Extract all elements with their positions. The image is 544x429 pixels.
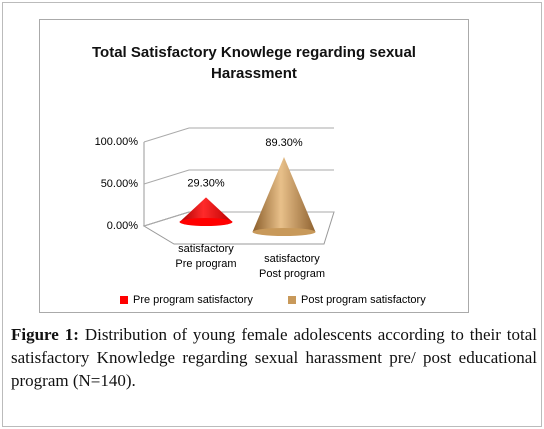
chart-area: 0.00% 50.00% 100.00% 29.30% 89.30% Pre progra… <box>39 19 469 313</box>
cone <box>252 156 316 232</box>
grid-line <box>143 127 334 143</box>
legend-label: Pre program satisfactory <box>133 294 253 306</box>
value-label: 89.30% <box>265 137 303 149</box>
x-tick-label: satisfactory Pre program <box>175 243 237 270</box>
caption-text: Distribution of young female adolescents… <box>11 325 538 390</box>
caption-label: Figure 1: <box>11 325 79 344</box>
legend-swatch <box>120 296 128 304</box>
legend-label: Post program satisfactory <box>301 294 426 306</box>
y-tick-label: 50.00% <box>101 178 139 190</box>
cone-base <box>179 218 233 226</box>
cone <box>179 197 233 222</box>
legend-swatch <box>288 296 296 304</box>
chart-title: Total Satisfactory Knowlege regarding se… <box>92 44 416 82</box>
y-tick-label: 0.00% <box>107 220 138 232</box>
chart: 0.00% 50.00% 100.00% 29.30% 89.30% Pre progra… <box>95 127 426 306</box>
figure-caption: Figure 1: Distribution of young female a… <box>11 323 537 392</box>
value-label: 29.30% <box>187 177 225 189</box>
y-tick-label: 100.00% <box>95 136 139 148</box>
grid-line <box>143 169 334 185</box>
cone-base <box>252 228 316 236</box>
x-tick-label: satisfactory Post program <box>258 253 326 280</box>
